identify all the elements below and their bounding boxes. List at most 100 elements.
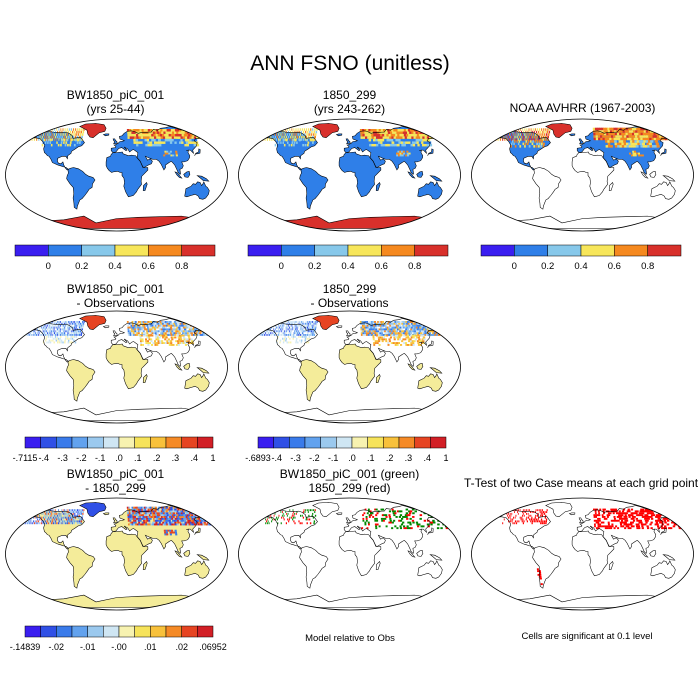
grid-cell: [547, 135, 549, 139]
grid-cell: [183, 510, 186, 513]
grid-cell: [178, 519, 182, 522]
grid-cell: [203, 334, 206, 336]
grid-cell: [297, 133, 299, 136]
land-south-america: [532, 546, 561, 589]
grid-cell: [514, 511, 515, 513]
land-africa: [339, 531, 381, 576]
grid-cell: [511, 138, 513, 141]
grid-cell: [171, 136, 175, 139]
grid-cell: [54, 518, 56, 521]
grid-cell: [376, 512, 379, 515]
grid-cell: [652, 514, 656, 517]
grid-cell: [411, 326, 414, 329]
grid-cell: [132, 136, 135, 139]
grid-cell: [268, 130, 270, 134]
grid-cell: [70, 328, 72, 331]
grid-cell: [379, 322, 382, 325]
grid-cell: [64, 332, 66, 335]
grid-cell: [138, 141, 141, 144]
grid-cell: [178, 328, 182, 331]
grid-cell: [66, 334, 69, 336]
grid-cell: [279, 130, 281, 134]
grid-cell: [38, 518, 40, 521]
grid-cell: [311, 322, 313, 325]
grid-cell: [200, 321, 204, 323]
grid-cell: [196, 136, 200, 139]
grid-cell: [209, 324, 213, 327]
grid-cell: [169, 529, 172, 532]
grid-cell: [427, 330, 431, 333]
grid-cell: [375, 527, 378, 530]
grid-cell: [64, 322, 65, 325]
grid-cell: [674, 517, 678, 520]
grid-cell: [262, 334, 264, 336]
grid-cell: [277, 330, 279, 333]
grid-cell: [635, 142, 638, 146]
grid-cell: [78, 321, 80, 323]
grid-cell: [153, 514, 156, 517]
grid-cell: [422, 342, 425, 344]
grid-cell: [402, 521, 405, 524]
grid-cell: [179, 512, 182, 515]
grid-cell: [655, 137, 660, 141]
grid-cell: [186, 521, 189, 524]
grid-cell: [177, 330, 181, 333]
grid-cell: [399, 332, 402, 335]
grid-cell: [646, 512, 650, 515]
grid-cell: [402, 136, 406, 139]
grid-cell: [624, 521, 627, 524]
grid-cell: [188, 338, 191, 341]
grid-cell: [47, 133, 49, 136]
grid-cell: [437, 516, 440, 518]
land-madagascar: [609, 561, 614, 570]
grid-cell: [184, 326, 188, 329]
grid-cell: [179, 342, 182, 344]
grid-cell: [73, 516, 75, 519]
grid-cell: [173, 332, 176, 335]
grid-cell: [145, 512, 148, 515]
grid-cell: [270, 514, 272, 517]
grid-cell: [520, 138, 522, 141]
grid-cell: [599, 127, 602, 131]
grid-cell: [595, 135, 598, 138]
grid-cell: [535, 518, 537, 521]
grid-cell: [273, 130, 274, 134]
grid-cell: [209, 330, 213, 333]
grid-cell: [631, 521, 634, 524]
grid-cell: [153, 508, 156, 511]
grid-cell: [610, 132, 614, 136]
grid-cell: [67, 518, 69, 521]
grid-cell: [645, 145, 648, 148]
grid-cell: [406, 334, 409, 337]
grid-cell: [666, 523, 670, 526]
grid-cell: [619, 127, 623, 131]
grid-cell: [378, 334, 380, 336]
grid-cell: [308, 335, 311, 338]
grid-cell: [48, 135, 50, 139]
grid-cell: [184, 344, 188, 346]
grid-cell: [208, 321, 212, 323]
grid-cell: [143, 136, 146, 139]
grid-cell: [423, 332, 426, 335]
grid-cell: [158, 138, 161, 142]
grid-cell: [24, 516, 26, 519]
grid-cell: [35, 522, 37, 525]
grid-cell: [602, 135, 605, 138]
grid-cell: [277, 518, 278, 521]
grid-cell: [65, 520, 67, 523]
grid-cell: [630, 508, 634, 511]
coastline-new-guinea: [662, 554, 676, 561]
grid-cell: [613, 127, 617, 131]
grid-cell: [525, 130, 527, 134]
grid-cell: [293, 332, 295, 335]
grid-cell: [420, 136, 424, 139]
grid-cell: [44, 334, 46, 336]
grid-cell: [291, 514, 293, 517]
grid-cell: [157, 510, 160, 513]
grid-cell: [301, 322, 303, 325]
grid-cell: [63, 334, 65, 336]
grid-cell: [149, 517, 152, 520]
grid-cell: [643, 516, 646, 518]
grid-cell: [410, 133, 414, 137]
grid-cell: [71, 341, 73, 344]
